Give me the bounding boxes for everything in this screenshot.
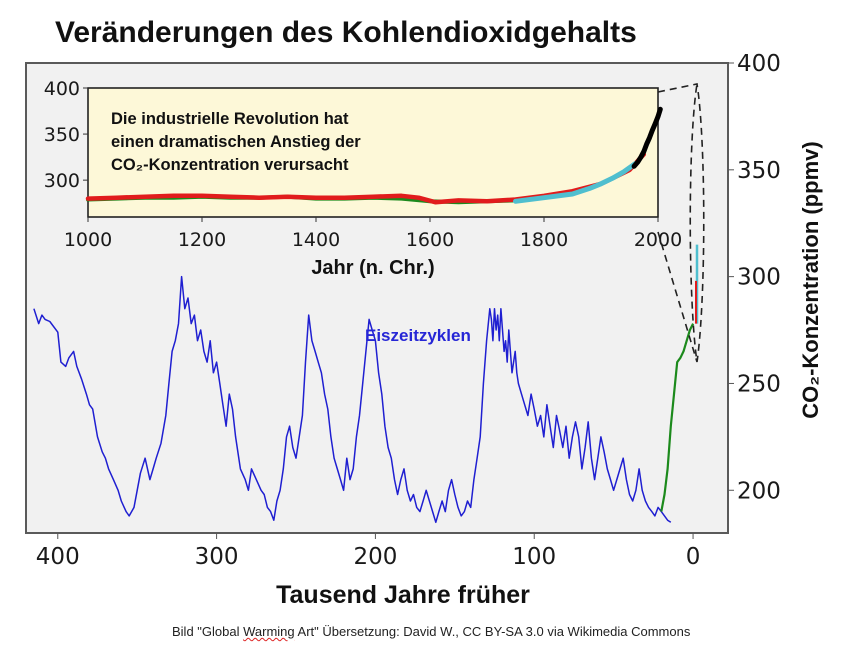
inset-x-tick-label: 1600 xyxy=(406,229,454,251)
inset-x-tick-label: 1800 xyxy=(520,229,568,251)
main-y-tick-label: 400 xyxy=(737,51,781,77)
inset-series-line xyxy=(513,161,638,204)
inset-x-axis-label: Jahr (n. Chr.) xyxy=(311,257,434,279)
inset-y-tick-label: 350 xyxy=(44,124,80,146)
main-x-tick-label: 0 xyxy=(686,544,701,570)
credit-underlined-word: Warming xyxy=(243,624,295,639)
inset-x-tick-label: 2000 xyxy=(634,229,682,251)
main-x-tick-label: 100 xyxy=(512,544,556,570)
chart-title: Veränderungen des Kohlendioxidgehalts xyxy=(55,16,637,49)
main-series-group xyxy=(33,244,699,524)
inset-y-tick-label: 300 xyxy=(44,170,80,192)
main-y-tick-label: 250 xyxy=(737,371,781,397)
inset-x-axis: 1000 1200 1400 1600 1800 2000 xyxy=(64,217,682,251)
main-y-tick-label: 300 xyxy=(737,265,781,291)
image-credit: Bild "Global Warming Art" Übersetzung: D… xyxy=(172,624,690,639)
main-x-tick-label: 300 xyxy=(195,544,239,570)
main-x-tick-label: 200 xyxy=(353,544,397,570)
zoom-connector xyxy=(657,83,705,363)
inset-note-line-1: Die industrielle Revolution hat xyxy=(111,110,349,128)
main-y-tick-label: 350 xyxy=(737,158,781,184)
main-series-line xyxy=(33,275,672,524)
credit-prefix: Bild "Global xyxy=(172,624,244,639)
main-x-axis: 400 300 200 100 0 xyxy=(36,533,701,570)
inset-series-group xyxy=(85,106,663,205)
main-x-tick-label: 400 xyxy=(36,544,80,570)
main-y-axis-label: CO₂-Konzentration (ppmv) xyxy=(798,141,823,418)
inset-y-axis: 300 350 400 xyxy=(44,78,88,192)
credit-suffix: Art" Übersetzung: David W., CC BY-SA 3.0… xyxy=(294,624,691,639)
inset-x-tick-label: 1000 xyxy=(64,229,112,251)
main-x-axis-label: Tausend Jahre früher xyxy=(276,581,530,609)
inset-x-tick-label: 1400 xyxy=(292,229,340,251)
main-series-line xyxy=(660,323,695,512)
inset-y-tick-label: 400 xyxy=(44,78,80,100)
inset-note-line-2: einen dramatischen Anstieg der xyxy=(111,133,361,151)
inset-note-line-3: CO₂-Konzentration verursacht xyxy=(111,156,349,174)
inset-x-tick-label: 1200 xyxy=(178,229,226,251)
main-y-tick-label: 200 xyxy=(737,478,781,504)
main-y-axis: 200 250 300 350 400 xyxy=(728,51,781,504)
inset-series-line xyxy=(631,106,663,169)
ice-age-label: Eiszeitzyklen xyxy=(365,326,471,345)
